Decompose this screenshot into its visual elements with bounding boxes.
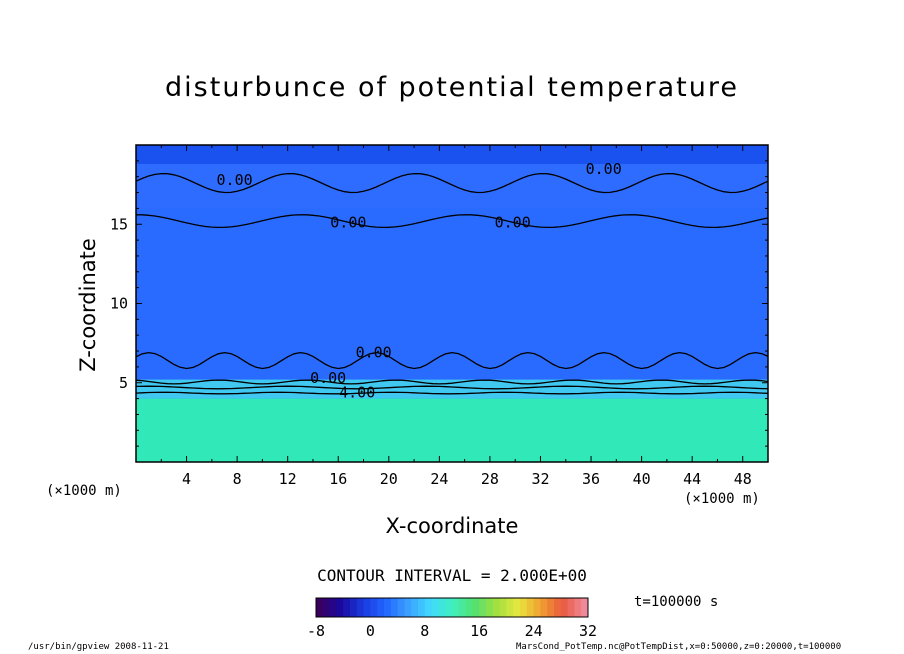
colorbar-cell [329,598,337,617]
contour-label: 0.00 [495,214,531,232]
y-axis-label: Z-coordinate [76,238,100,372]
x-tick-label: 40 [633,470,651,488]
field-top-band [136,145,768,165]
colorbar-cell [499,598,507,617]
colorbar-cell [486,598,494,617]
contour-label: 0.00 [356,344,392,362]
contour-label: 0.00 [310,369,346,387]
colorbar-cell [520,598,528,617]
field-upper-layer [136,164,768,209]
colorbar-cell [560,598,569,617]
x-tick-label: 20 [380,470,398,488]
x-axis-label: X-coordinate [385,514,519,538]
colorbar-cell [445,598,453,617]
footer-right: MarsCond_PotTemp.nc@PotTempDist,x=0:5000… [516,642,842,652]
colorbar-cell [370,598,378,617]
colorbar-cell [574,598,582,617]
contour-label: 0.00 [217,171,253,189]
colorbar-cell [418,598,426,617]
x-unit-right: (×1000 m) [684,491,760,507]
colorbar-cell [397,598,405,617]
x-tick-label: 32 [531,470,549,488]
colorbar-cell [411,598,419,617]
colorbar-tick-label: 16 [470,622,488,640]
x-tick-label: 12 [279,470,297,488]
colorbar-cell [540,598,548,617]
contour-interval-label: CONTOUR INTERVAL = 2.000E+00 [317,566,587,585]
x-tick-label: 24 [430,470,448,488]
contour-line-0-lower [135,379,769,385]
colorbar-cell [322,598,331,617]
footer-left: /usr/bin/gpview 2008-11-21 [28,642,169,652]
colorbar-tick-label: 24 [525,622,543,640]
colorbar-cell [316,598,324,617]
chart-title: disturbunce of potential temperature [165,72,739,103]
colorbar-cell [567,598,575,617]
colorbar-tick-label: 0 [366,622,375,640]
x-tick-label: 48 [734,470,752,488]
colorbar-cell [424,598,433,617]
colorbar-cell [506,598,514,617]
colorbar-cell [533,598,541,617]
colorbar-cell [452,598,460,617]
time-label: t=100000 s [634,594,719,610]
x-tick-label: 16 [329,470,347,488]
x-tick-label: 4 [182,470,191,488]
colorbar-cell [404,598,412,617]
x-tick-label: 44 [683,470,701,488]
colorbar-cell [554,598,562,617]
colorbar-cell [363,598,371,617]
colorbar-cell [492,598,501,617]
contour-label: 0.00 [586,160,622,178]
colorbar-cell [513,598,521,617]
colorbar-cell [356,598,365,617]
colorbar-cell [472,598,480,617]
colorbar-cell [343,598,351,617]
colorbar-cell [581,598,589,617]
contour-label: 4.00 [339,383,375,401]
field-bottom-layer [136,398,768,462]
colorbar-cell [336,598,344,617]
colorbar-cell [547,598,555,617]
colorbar-cell [526,598,535,617]
contour-line-0-upper [136,214,769,229]
colorbar-tick-label: 8 [420,622,429,640]
colorbar-cell [438,598,446,617]
colorbar-cell [390,598,399,617]
x-unit-left: (×1000 m) [46,483,122,499]
x-tick-label: 28 [481,470,499,488]
colorbar-cell [384,598,392,617]
contour-line-0-mid [135,351,769,370]
x-tick-label: 8 [233,470,242,488]
y-tick-label: 10 [110,295,128,313]
y-tick-label: 15 [110,215,128,233]
colorbar-cell [465,598,473,617]
x-tick-label: 36 [582,470,600,488]
colorbar-cell [377,598,385,617]
colorbar-cell [350,598,358,617]
colorbar-frame [315,597,589,618]
colorbar-tick-label: 32 [579,622,597,640]
colorbar-cell [479,598,487,617]
contour-label: 0.00 [330,214,366,232]
contour-line-2 [135,385,769,390]
contour-line-4 [135,391,769,395]
colorbar-cell [431,598,439,617]
colorbar-cell [458,598,467,617]
colorbar-tick-label: -8 [307,622,325,640]
y-tick-label: 5 [119,374,128,392]
contour-line-0-top [135,172,769,194]
